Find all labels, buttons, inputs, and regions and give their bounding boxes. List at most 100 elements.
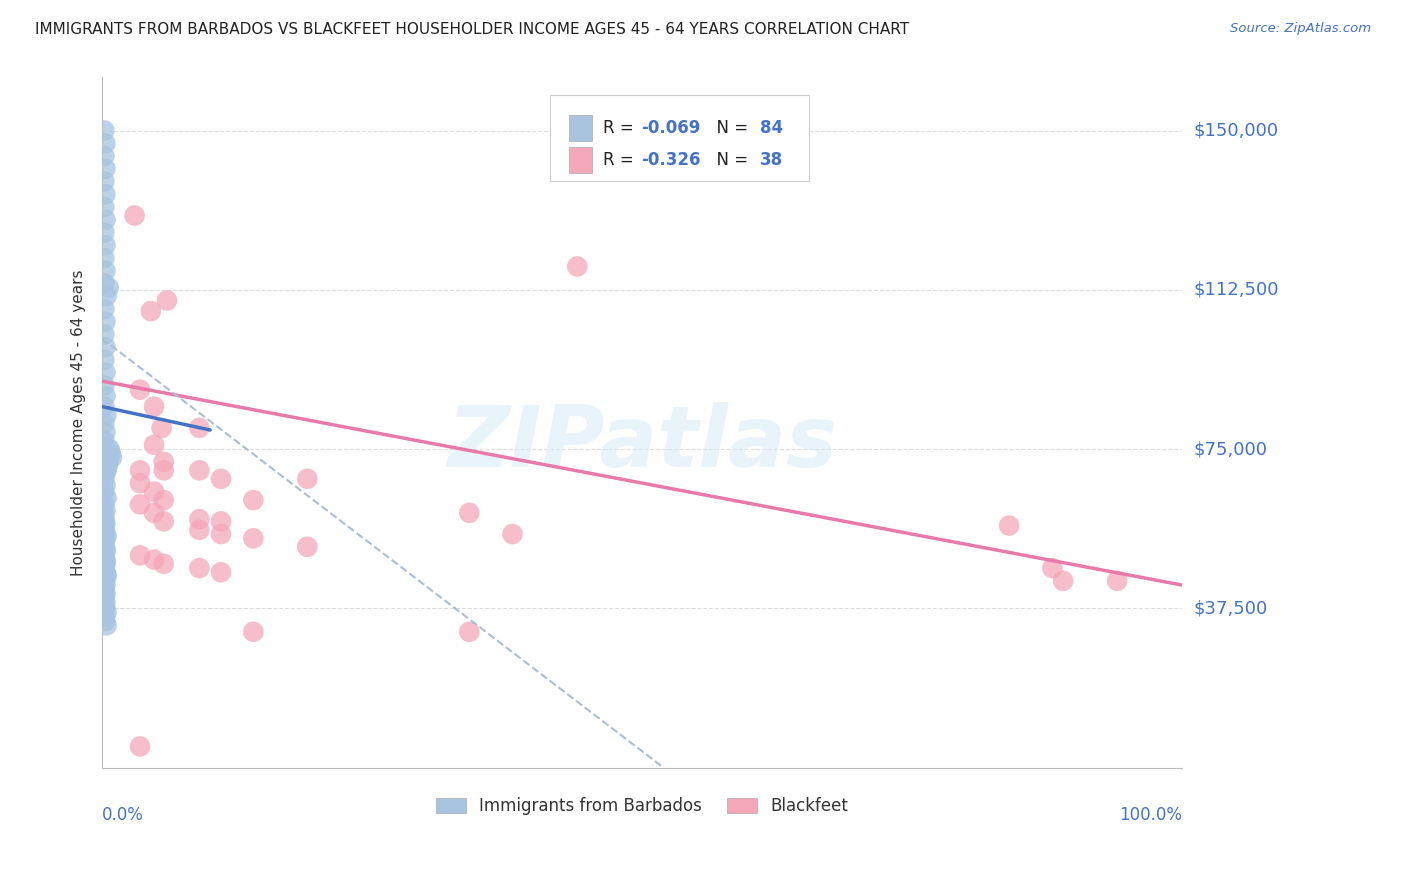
- Point: [567, 260, 589, 274]
- FancyBboxPatch shape: [550, 95, 810, 181]
- Point: [188, 463, 211, 477]
- Point: [458, 506, 481, 520]
- Point: [98, 442, 121, 456]
- Point: [93, 497, 115, 511]
- Point: [152, 557, 174, 571]
- Point: [94, 161, 117, 176]
- Point: [93, 558, 115, 573]
- Text: $75,000: $75,000: [1194, 440, 1267, 458]
- Point: [1040, 561, 1063, 575]
- Point: [93, 561, 115, 575]
- Point: [94, 340, 117, 354]
- Point: [97, 281, 120, 295]
- Point: [242, 532, 264, 546]
- Point: [1052, 574, 1074, 588]
- Point: [93, 484, 115, 499]
- Point: [94, 555, 117, 569]
- Point: [93, 574, 115, 588]
- Point: [152, 455, 174, 469]
- Point: [93, 563, 115, 577]
- Text: IMMIGRANTS FROM BARBADOS VS BLACKFEET HOUSEHOLDER INCOME AGES 45 - 64 YEARS CORR: IMMIGRANTS FROM BARBADOS VS BLACKFEET HO…: [35, 22, 910, 37]
- Point: [242, 493, 264, 508]
- Point: [143, 438, 166, 452]
- Point: [143, 506, 166, 520]
- Point: [94, 187, 117, 202]
- Point: [93, 549, 115, 563]
- Point: [129, 463, 152, 477]
- Point: [93, 123, 115, 137]
- Point: [502, 527, 524, 541]
- Point: [188, 512, 211, 526]
- Text: 84: 84: [759, 120, 783, 137]
- Point: [97, 455, 120, 469]
- Text: $150,000: $150,000: [1194, 121, 1278, 139]
- Text: N =: N =: [706, 120, 754, 137]
- Point: [139, 304, 162, 318]
- Point: [101, 450, 124, 465]
- Point: [93, 580, 115, 594]
- Point: [209, 566, 232, 580]
- Point: [93, 561, 115, 575]
- Point: [242, 624, 264, 639]
- Point: [93, 540, 115, 554]
- Point: [94, 578, 117, 592]
- Point: [96, 408, 118, 422]
- Point: [188, 421, 211, 435]
- Point: [93, 586, 115, 600]
- Point: [93, 417, 115, 431]
- Point: [93, 277, 115, 291]
- Point: [150, 421, 173, 435]
- Point: [93, 521, 115, 535]
- Point: [94, 425, 117, 439]
- Text: -0.069: -0.069: [641, 120, 700, 137]
- Text: Source: ZipAtlas.com: Source: ZipAtlas.com: [1230, 22, 1371, 36]
- Point: [93, 459, 115, 474]
- Point: [96, 618, 118, 632]
- Point: [93, 251, 115, 265]
- Point: [998, 518, 1021, 533]
- Point: [93, 378, 115, 392]
- Text: -0.326: -0.326: [641, 151, 700, 169]
- Text: 38: 38: [759, 151, 783, 169]
- Point: [94, 238, 117, 252]
- Point: [209, 527, 232, 541]
- Point: [93, 226, 115, 240]
- Point: [96, 529, 118, 543]
- Point: [93, 400, 115, 414]
- Point: [96, 606, 118, 620]
- Point: [209, 472, 232, 486]
- Point: [129, 383, 152, 397]
- Text: R =: R =: [603, 151, 640, 169]
- Point: [94, 595, 117, 609]
- Point: [143, 484, 166, 499]
- Bar: [568, 115, 592, 142]
- Point: [93, 591, 115, 605]
- Text: $112,500: $112,500: [1194, 281, 1278, 299]
- Point: [93, 540, 115, 554]
- Point: [152, 463, 174, 477]
- Point: [156, 293, 179, 308]
- Point: [93, 535, 115, 549]
- Point: [94, 315, 117, 329]
- Text: N =: N =: [706, 151, 754, 169]
- Point: [458, 624, 481, 639]
- Point: [94, 466, 117, 480]
- Point: [1107, 574, 1129, 588]
- Text: $37,500: $37,500: [1194, 599, 1267, 617]
- Point: [93, 200, 115, 214]
- Legend: Immigrants from Barbados, Blackfeet: Immigrants from Barbados, Blackfeet: [429, 790, 855, 822]
- Point: [93, 446, 115, 460]
- Point: [93, 434, 115, 448]
- Point: [96, 491, 118, 505]
- Point: [93, 533, 115, 548]
- Point: [94, 516, 117, 531]
- Point: [143, 400, 166, 414]
- Point: [129, 549, 152, 563]
- Point: [94, 136, 117, 151]
- Text: R =: R =: [603, 120, 640, 137]
- Point: [124, 209, 146, 223]
- Point: [209, 514, 232, 528]
- Point: [96, 567, 118, 582]
- Point: [93, 352, 115, 367]
- Point: [94, 263, 117, 277]
